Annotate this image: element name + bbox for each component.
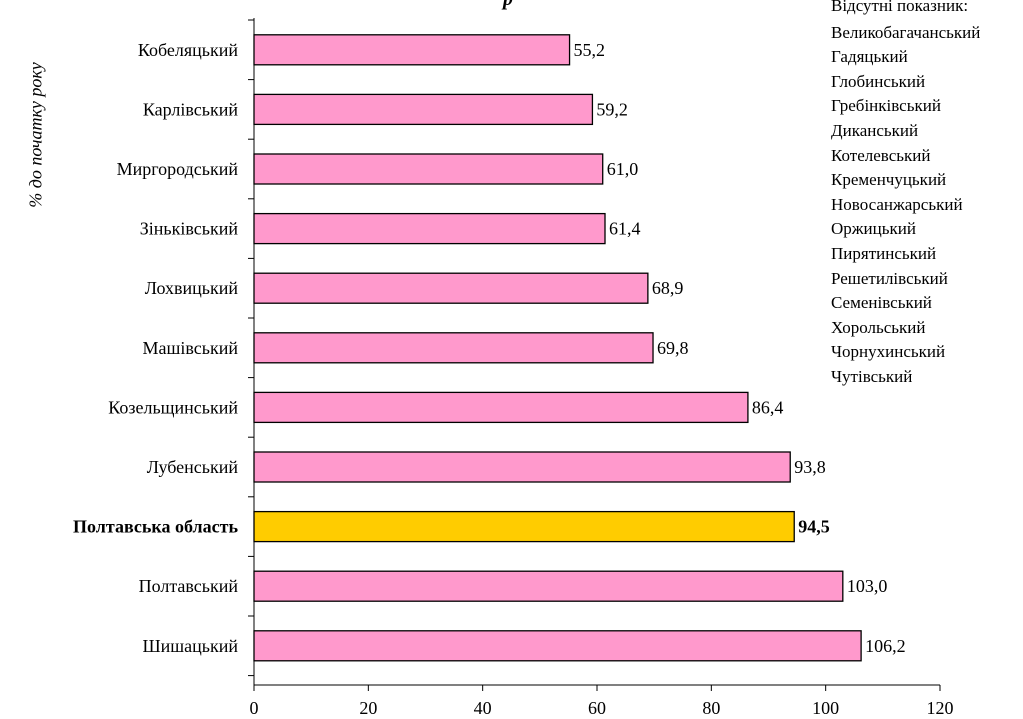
value-label: 93,8 — [794, 457, 826, 477]
category-label: Полтавська область — [73, 517, 238, 537]
missing-item: Семенівський — [831, 293, 932, 313]
x-tick-label: 80 — [702, 698, 720, 718]
value-label: 69,8 — [657, 338, 689, 358]
bar — [253, 332, 654, 364]
missing-item: Кременчуцький — [831, 170, 947, 190]
x-tick-label: 100 — [812, 698, 839, 718]
value-label: 106,2 — [865, 636, 906, 656]
missing-item: Чутівський — [831, 366, 913, 386]
x-tick-label: 60 — [588, 698, 606, 718]
bar — [253, 93, 594, 126]
missing-item: Гадяцький — [831, 47, 908, 67]
category-label: Машівський — [143, 338, 239, 358]
y-axis-label: % до початку року — [25, 62, 46, 208]
x-tick-label: 20 — [359, 698, 377, 718]
missing-item: Хорольський — [831, 317, 926, 337]
value-label: 61,4 — [609, 219, 641, 239]
value-label: 59,2 — [596, 99, 628, 119]
category-label: Козельщинський — [108, 397, 238, 417]
category-label: Лохвицький — [145, 278, 239, 298]
category-label: Кобеляцький — [138, 40, 239, 60]
value-label: 86,4 — [752, 397, 784, 417]
missing-note-heading: Відсутні показник: — [831, 0, 969, 15]
bar — [253, 153, 604, 185]
category-label: Полтавський — [139, 576, 239, 596]
missing-item: Котелевський — [831, 145, 931, 165]
chart-title: р — [503, 0, 513, 11]
category-label: Лубенський — [147, 457, 239, 477]
category-label: Карлівський — [143, 99, 238, 119]
bar — [253, 570, 844, 602]
bar — [253, 34, 571, 66]
category-label: Зіньківський — [140, 219, 239, 239]
value-label: 94,5 — [798, 517, 830, 537]
value-label: 68,9 — [652, 278, 684, 298]
missing-item: Великобагачанський — [831, 22, 981, 42]
value-label: 61,0 — [607, 159, 639, 179]
missing-item: Чорнухинський — [831, 342, 946, 362]
x-tick-label: 0 — [250, 698, 259, 718]
category-label: Шишацький — [143, 636, 239, 656]
missing-item: Гребінківський — [831, 96, 941, 116]
category-label: Миргородський — [117, 159, 239, 179]
missing-item: Новосанжарський — [831, 194, 963, 214]
missing-districts-note: Відсутні показник: Великобагачанський Га… — [831, 0, 980, 390]
bar — [253, 630, 862, 662]
missing-item: Диканський — [831, 120, 919, 140]
bar — [253, 212, 606, 245]
missing-item: Решетилівський — [831, 268, 948, 288]
value-label: 103,0 — [847, 576, 888, 596]
missing-item: Оржицький — [831, 219, 916, 239]
bar — [253, 391, 749, 424]
x-tick-label: 40 — [474, 698, 492, 718]
missing-item: Глобинський — [831, 71, 926, 91]
x-tick-label: 120 — [927, 698, 954, 718]
bar — [253, 451, 791, 483]
value-label: 55,2 — [574, 40, 606, 60]
missing-item: Пирятинський — [831, 243, 937, 263]
bar — [253, 272, 649, 304]
bar-highlight — [253, 510, 795, 543]
